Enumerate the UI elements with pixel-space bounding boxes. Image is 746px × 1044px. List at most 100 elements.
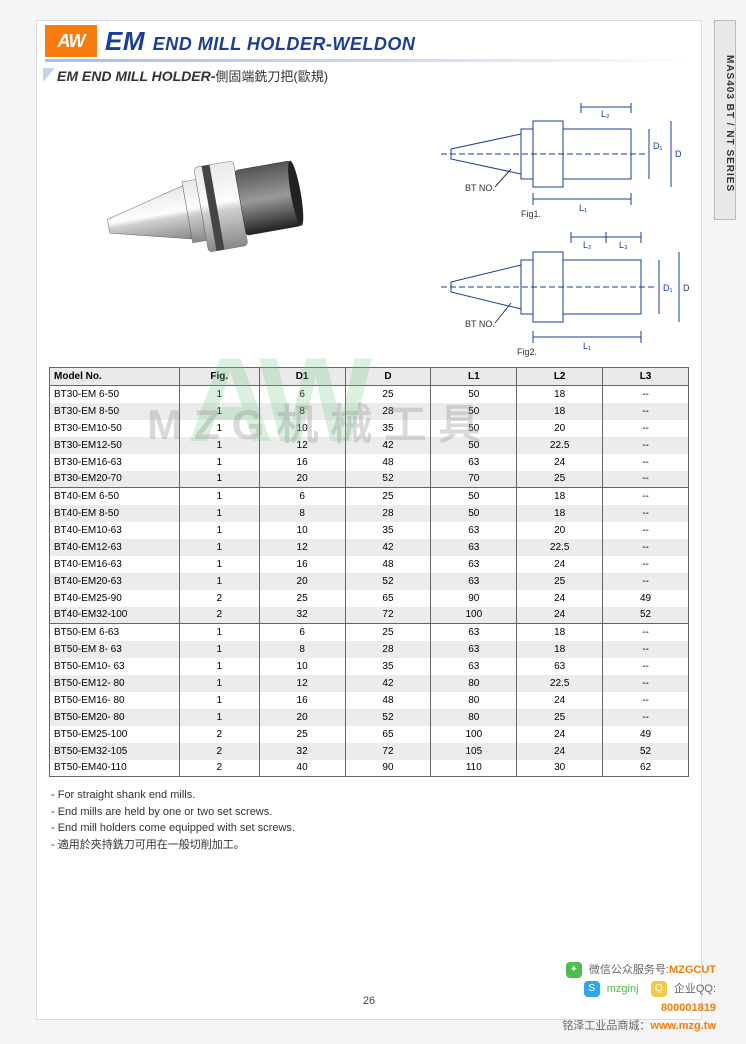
- table-cell: BT30-EM12-50: [50, 437, 180, 454]
- table-cell: BT40-EM 6-50: [50, 488, 180, 505]
- table-row: BT40-EM 6-5016255018--: [50, 488, 689, 505]
- table-cell: 18: [517, 641, 603, 658]
- table-cell: 52: [345, 573, 431, 590]
- table-col-header: Fig.: [179, 368, 259, 386]
- table-cell: 8: [259, 403, 345, 420]
- table-cell: BT40-EM32-100: [50, 607, 180, 624]
- table-cell: 48: [345, 692, 431, 709]
- table-cell: 25: [345, 386, 431, 403]
- table-cell: 1: [179, 641, 259, 658]
- table-cell: 25: [517, 573, 603, 590]
- subtitle: EM END MILL HOLDER-側固端銑刀把(歐規): [45, 66, 693, 85]
- table-cell: 22.5: [517, 539, 603, 556]
- table-cell: 1: [179, 505, 259, 522]
- table-cell: 50: [431, 403, 517, 420]
- table-cell: --: [603, 522, 689, 539]
- wechat-line: ✦ 微信公众服务号:MZGCUT: [562, 961, 716, 980]
- table-cell: 18: [517, 505, 603, 522]
- svg-text:D₁: D₁: [653, 141, 663, 151]
- table-cell: --: [603, 403, 689, 420]
- table-cell: 6: [259, 488, 345, 505]
- table-cell: 25: [517, 471, 603, 488]
- wechat-label: 微信公众服务号:: [589, 964, 669, 976]
- svg-text:L₁: L₁: [579, 203, 587, 213]
- table-cell: 1: [179, 522, 259, 539]
- table-cell: 52: [345, 471, 431, 488]
- table-row: BT40-EM25-9022565902449: [50, 590, 689, 607]
- table-row: BT30-EM10-50110355020--: [50, 420, 689, 437]
- shop-line: 铭泽工业品商城：www.mzg.tw: [562, 1017, 716, 1036]
- table-cell: 2: [179, 726, 259, 743]
- table-cell: 63: [431, 641, 517, 658]
- table-cell: 50: [431, 488, 517, 505]
- qq-icon: Q: [651, 981, 667, 997]
- table-cell: 25: [517, 709, 603, 726]
- title-row: AW EM END MILL HOLDER-WELDON: [45, 25, 693, 57]
- table-cell: 24: [517, 743, 603, 760]
- table-row: BT40-EM 8-5018285018--: [50, 505, 689, 522]
- svg-text:BT NO.: BT NO.: [465, 319, 495, 329]
- table-cell: --: [603, 471, 689, 488]
- table-row: BT30-EM20-70120527025--: [50, 471, 689, 488]
- table-cell: 70: [431, 471, 517, 488]
- table-cell: 1: [179, 386, 259, 403]
- table-cell: 20: [517, 522, 603, 539]
- table-row: BT50-EM 8- 6318286318--: [50, 641, 689, 658]
- table-cell: 110: [431, 760, 517, 777]
- shop-url: www.mzg.tw: [650, 1020, 716, 1032]
- table-cell: BT50-EM25-100: [50, 726, 180, 743]
- table-cell: 65: [345, 590, 431, 607]
- table-cell: 80: [431, 709, 517, 726]
- table-cell: 28: [345, 641, 431, 658]
- catalog-page: AW EM END MILL HOLDER-WELDON EM END MILL…: [36, 20, 702, 1020]
- svg-text:L₂: L₂: [601, 109, 610, 119]
- table-cell: --: [603, 437, 689, 454]
- brand-logo: AW: [45, 25, 97, 57]
- table-cell: 1: [179, 692, 259, 709]
- note-item: - 適用於夾持銑刀可用在一般切削加工。: [51, 837, 687, 854]
- table-cell: 49: [603, 726, 689, 743]
- table-cell: BT50-EM20- 80: [50, 709, 180, 726]
- table-row: BT50-EM20- 80120528025--: [50, 709, 689, 726]
- table-cell: 63: [431, 556, 517, 573]
- table-cell: 1: [179, 709, 259, 726]
- table-row: BT50-EM40-110240901103062: [50, 760, 689, 777]
- table-cell: BT50-EM40-110: [50, 760, 180, 777]
- table-cell: 1: [179, 573, 259, 590]
- table-col-header: L2: [517, 368, 603, 386]
- table-cell: 8: [259, 505, 345, 522]
- svg-text:D₁: D₁: [663, 283, 673, 293]
- table-cell: 50: [431, 437, 517, 454]
- table-cell: BT30-EM16-63: [50, 454, 180, 471]
- table-cell: 52: [345, 709, 431, 726]
- table-cell: --: [603, 386, 689, 403]
- title-text: END MILL HOLDER-WELDON: [153, 34, 416, 54]
- spec-table: Model No.Fig.D1DL1L2L3 BT30-EM 6-5016255…: [49, 367, 689, 777]
- table-cell: 63: [431, 573, 517, 590]
- table-cell: 52: [603, 743, 689, 760]
- table-cell: 24: [517, 692, 603, 709]
- table-row: BT50-EM32-105232721052452: [50, 743, 689, 760]
- table-col-header: D1: [259, 368, 345, 386]
- table-cell: 22.5: [517, 675, 603, 692]
- svg-text:BT NO.: BT NO.: [465, 183, 495, 193]
- table-cell: 52: [603, 607, 689, 624]
- table-cell: BT40-EM10-63: [50, 522, 180, 539]
- table-cell: --: [603, 539, 689, 556]
- table-cell: BT50-EM12- 80: [50, 675, 180, 692]
- table-cell: 12: [259, 437, 345, 454]
- page-title: EM END MILL HOLDER-WELDON: [105, 26, 415, 57]
- table-cell: 16: [259, 454, 345, 471]
- table-cell: 1: [179, 420, 259, 437]
- page-number: 26: [363, 995, 375, 1007]
- table-row: BT30-EM 8-5018285018--: [50, 403, 689, 420]
- table-cell: 72: [345, 607, 431, 624]
- table-cell: 2: [179, 760, 259, 777]
- table-col-header: L1: [431, 368, 517, 386]
- table-cell: 48: [345, 454, 431, 471]
- note-item: - End mill holders come equipped with se…: [51, 820, 687, 837]
- table-cell: 1: [179, 454, 259, 471]
- table-cell: 10: [259, 658, 345, 675]
- table-cell: 8: [259, 641, 345, 658]
- table-cell: --: [603, 624, 689, 641]
